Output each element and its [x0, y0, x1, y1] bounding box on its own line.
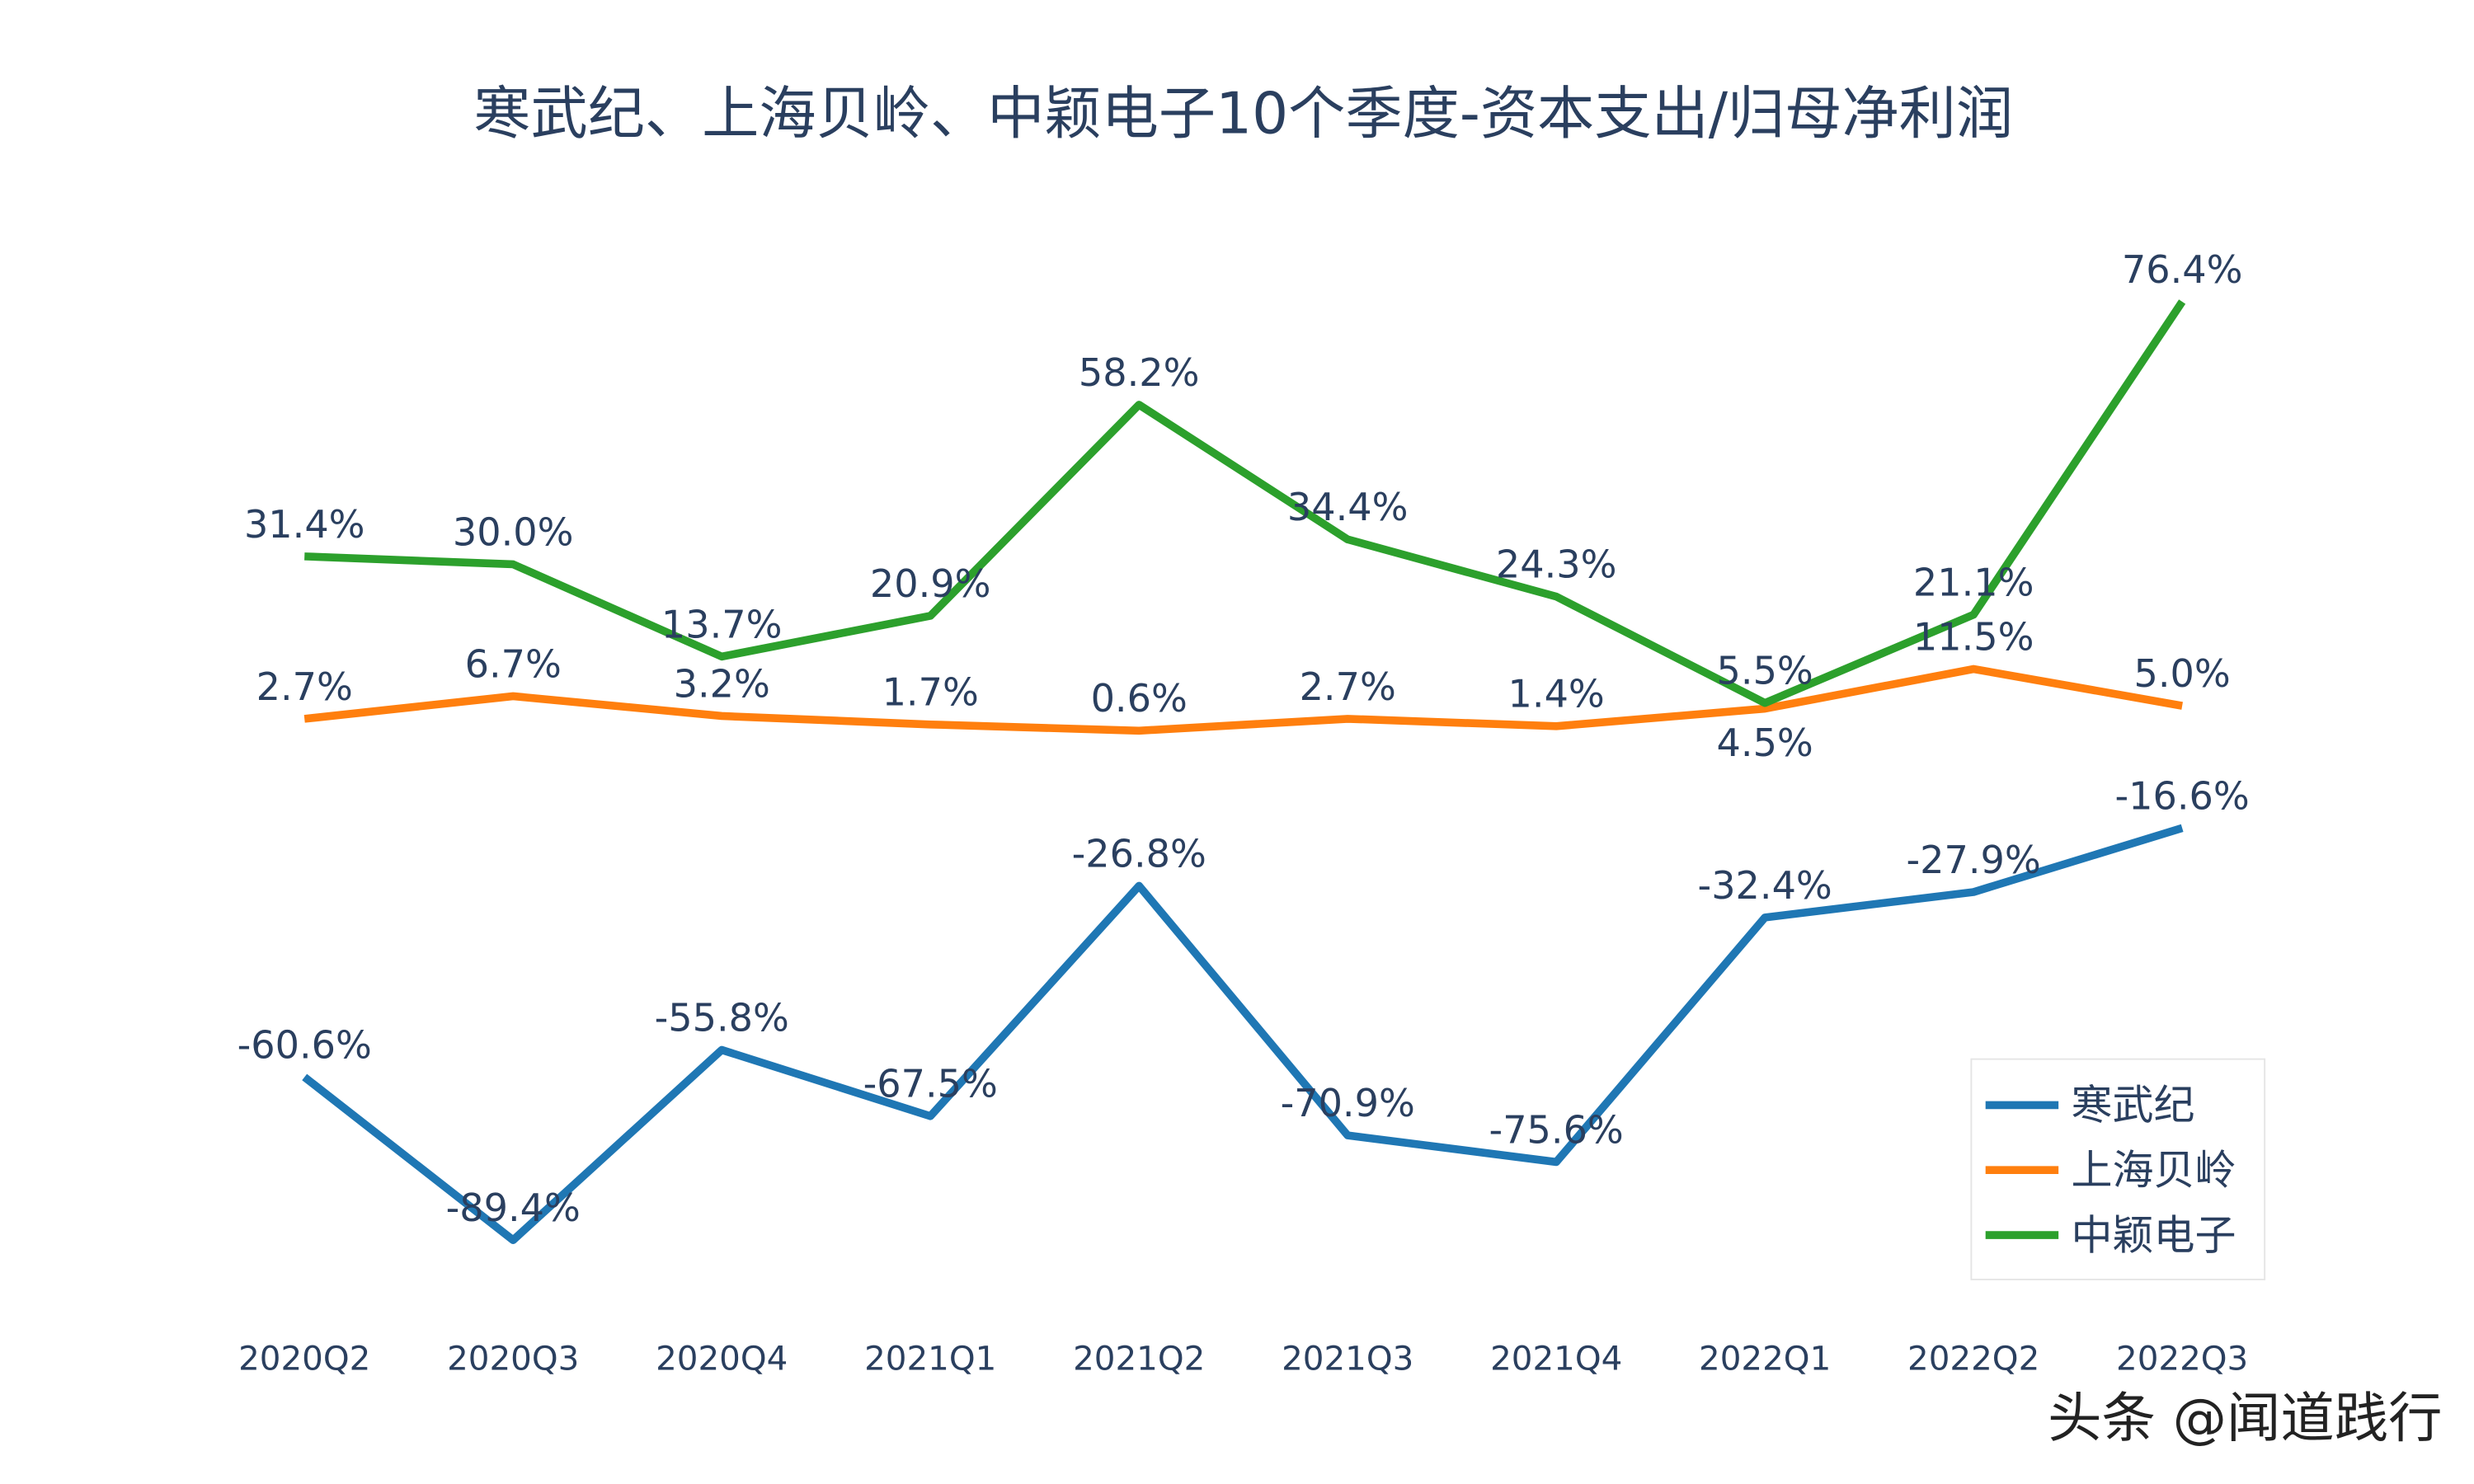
data-label: -70.9%: [1281, 1081, 1415, 1125]
data-label: 34.4%: [1287, 485, 1409, 529]
data-labels: -60.6% -89.4% -55.8% -67.5% -26.8% -70.9% -75.…: [238, 247, 2250, 1230]
x-tick-label: 2022Q3: [2116, 1340, 2248, 1378]
x-tick-label: 2020Q2: [238, 1340, 370, 1378]
data-label: 2.7%: [1300, 665, 1396, 709]
series-line-0: [302, 824, 2184, 1244]
x-tick-label: 2022Q1: [1699, 1340, 1831, 1378]
data-label: 5.5%: [1717, 649, 1813, 693]
legend-label: 中颖电子: [2072, 1211, 2236, 1259]
watermark: 头条 @闻道践行: [2048, 1387, 2442, 1449]
x-tick-label: 2020Q4: [656, 1340, 788, 1378]
data-label: 6.7%: [465, 641, 562, 686]
x-tick-label: 2022Q2: [1907, 1340, 2039, 1378]
chart-title: 寒武纪、上海贝岭、中颖电子10个季度-资本支出/归母净利润: [473, 82, 2013, 148]
x-tick-label: 2021Q1: [864, 1340, 996, 1378]
data-label: 0.6%: [1091, 676, 1188, 721]
data-label: 58.2%: [1079, 350, 1200, 395]
data-label: 5.0%: [2134, 651, 2231, 696]
data-label: 21.1%: [1913, 561, 2034, 605]
data-label: -32.4%: [1698, 863, 1832, 908]
data-label: 76.4%: [2122, 247, 2243, 292]
data-label: 11.5%: [1913, 614, 2034, 659]
data-label: -75.6%: [1489, 1107, 1624, 1152]
data-label: 1.7%: [882, 670, 979, 715]
data-label: -67.5%: [863, 1062, 998, 1106]
data-label: 30.0%: [453, 510, 574, 554]
x-axis-ticks: 2020Q2 2020Q3 2020Q4 2021Q1 2021Q2 2021Q3 2021…: [238, 1340, 2248, 1378]
data-label: -89.4%: [446, 1186, 581, 1230]
data-label: 31.4%: [244, 502, 365, 547]
data-label: 24.3%: [1496, 542, 1617, 587]
data-label: 4.5%: [1717, 721, 1813, 765]
data-label: -26.8%: [1072, 831, 1206, 876]
x-tick-label: 2021Q4: [1490, 1340, 1622, 1378]
data-label: 20.9%: [870, 561, 991, 606]
x-tick-label: 2021Q3: [1282, 1340, 1413, 1378]
data-label: -55.8%: [655, 995, 789, 1040]
data-label: 3.2%: [674, 661, 770, 706]
x-tick-label: 2020Q3: [447, 1340, 579, 1378]
data-label: 13.7%: [661, 602, 783, 646]
series-line-2: [304, 299, 2186, 707]
data-label: -16.6%: [2115, 773, 2250, 818]
data-label: -60.6%: [238, 1022, 372, 1067]
series-lines: [302, 299, 2186, 1244]
data-label: 1.4%: [1508, 672, 1605, 716]
data-label: -27.9%: [1907, 838, 2041, 882]
x-tick-label: 2021Q2: [1073, 1340, 1205, 1378]
legend-label: 寒武纪: [2072, 1082, 2195, 1129]
legend-label: 上海贝岭: [2072, 1147, 2236, 1195]
series-line-1: [303, 665, 2183, 735]
data-label: 2.7%: [256, 665, 353, 709]
